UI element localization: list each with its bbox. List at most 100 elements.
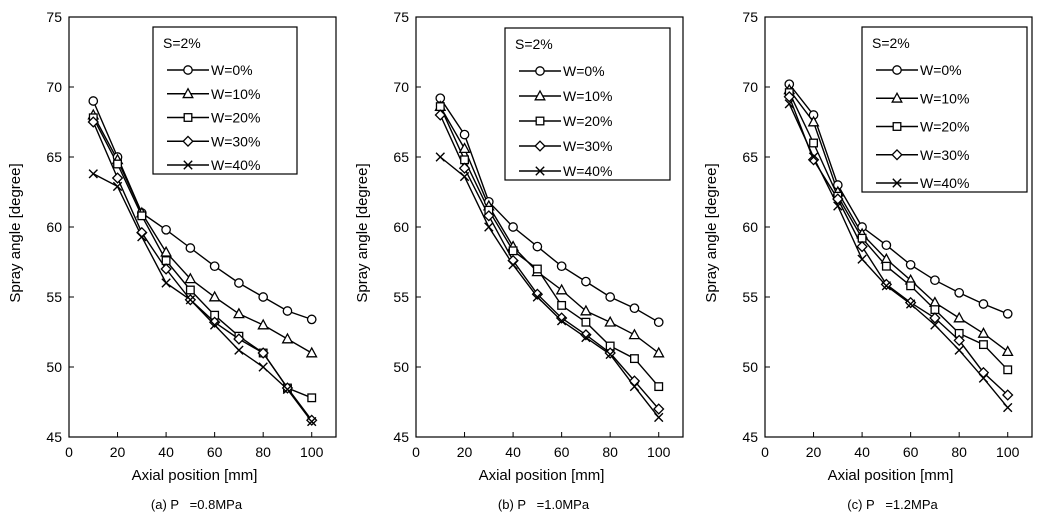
legend-label-b-w20: W=20% <box>563 113 612 129</box>
chart-panel-a: (a) P =0.8MPa Axial position [mm] Spray … <box>7 9 337 512</box>
y-tick-label-c-6: 75 <box>742 9 758 25</box>
x-tick-label-a-0: 0 <box>65 444 73 460</box>
legend-label-c-w10: W=10% <box>920 90 969 106</box>
data-point-a-w40-3 <box>161 278 171 288</box>
data-point-c-w40-1 <box>808 152 819 162</box>
data-point-c-w30-7 <box>953 334 965 347</box>
x-tick-label-b-3: 60 <box>554 444 570 460</box>
data-point-a-w0-4 <box>185 243 196 253</box>
data-point-a-w40-7 <box>258 362 268 372</box>
legend-label-a-w30: W=30% <box>211 133 260 149</box>
legend-marker-c-w20 <box>892 122 902 131</box>
data-point-b-w0-9 <box>653 317 664 328</box>
data-point-a-w20-1 <box>113 159 122 169</box>
data-point-c-w20-6 <box>930 305 940 315</box>
y-tick-label-a-0: 45 <box>46 429 62 445</box>
data-point-c-w20-5 <box>906 281 916 291</box>
data-point-c-w40-9 <box>1003 402 1013 413</box>
y-tick-label-c-5: 70 <box>742 79 758 95</box>
data-point-b-w0-4 <box>532 241 543 252</box>
data-point-a-w40-8 <box>282 384 293 395</box>
legend-marker-a-w0 <box>183 65 193 75</box>
x-tick-label-b-0: 0 <box>412 444 420 460</box>
data-point-b-w10-1 <box>458 142 471 154</box>
data-point-c-w40-6 <box>930 320 940 330</box>
y-tick-label-b-0: 45 <box>393 429 409 445</box>
x-tick-label-c-4: 80 <box>951 444 967 460</box>
data-point-c-w20-4 <box>881 261 891 271</box>
x-tick-label-a-5: 100 <box>300 444 324 460</box>
data-point-a-w30-7 <box>257 347 269 359</box>
data-point-b-w20-0 <box>435 102 445 112</box>
legend-label-b-w40: W=40% <box>563 163 612 179</box>
x-tick-label-c-5: 100 <box>996 444 1020 460</box>
data-point-c-w20-1 <box>809 138 818 148</box>
data-point-b-w10-7 <box>604 315 617 327</box>
chart-panel-b: (b) P =1.0MPa Axial position [mm] Spray … <box>354 9 684 512</box>
y-axis-label-c: Spray angle [degree] <box>703 163 720 302</box>
data-point-c-w40-8 <box>978 373 989 383</box>
legend-marker-a-w40 <box>183 160 193 170</box>
y-tick-label-c-2: 55 <box>742 289 758 305</box>
data-point-c-w10-7 <box>953 311 966 323</box>
data-point-b-w20-9 <box>654 382 664 392</box>
legend-label-a-w0: W=0% <box>211 62 253 78</box>
data-point-a-w20-2 <box>137 211 147 221</box>
data-point-a-w20-4 <box>185 285 195 295</box>
series-line-c-w20 <box>788 92 1009 371</box>
data-point-c-w0-5 <box>905 259 916 270</box>
data-point-b-w40-5 <box>556 316 567 326</box>
data-point-a-w10-6 <box>233 307 245 319</box>
data-point-b-w20-4 <box>532 264 542 274</box>
y-tick-label-c-0: 45 <box>742 429 758 445</box>
data-point-a-w40-6 <box>234 345 244 355</box>
data-point-b-w20-8 <box>630 354 639 364</box>
x-tick-label-a-2: 40 <box>158 444 174 460</box>
y-tick-label-b-1: 50 <box>393 359 409 375</box>
data-point-c-w40-4 <box>881 281 892 291</box>
data-point-b-w30-6 <box>580 329 592 341</box>
chart-panel-c: (c) P =1.2MPa Axial position [mm] Spray … <box>703 9 1033 512</box>
legend-title-a: S=2% <box>163 35 201 51</box>
data-point-c-w30-2 <box>832 193 844 205</box>
data-point-a-w30-3 <box>160 263 172 275</box>
data-point-a-w10-5 <box>208 290 221 302</box>
legend-marker-c-w40 <box>892 178 902 188</box>
data-point-b-w40-3 <box>508 260 518 270</box>
x-axis-label-a: Axial position [mm] <box>132 467 258 484</box>
x-tick-label-c-3: 60 <box>903 444 919 460</box>
data-point-a-w40-0 <box>88 169 98 179</box>
data-point-c-w0-6 <box>930 275 940 286</box>
data-point-b-w0-1 <box>459 129 470 140</box>
series-line-c-w0 <box>788 83 1008 315</box>
y-tick-label-a-6: 75 <box>46 9 62 25</box>
data-point-b-w30-4 <box>531 288 544 300</box>
data-point-c-w10-8 <box>977 327 990 338</box>
y-tick-label-a-5: 70 <box>46 79 62 95</box>
y-tick-label-b-3: 60 <box>393 219 409 235</box>
data-point-c-w10-1 <box>807 115 820 127</box>
data-point-c-w30-0 <box>783 91 795 103</box>
legend-title-b: S=2% <box>515 36 553 52</box>
data-point-b-w30-1 <box>458 162 471 174</box>
data-point-c-w40-2 <box>833 201 843 211</box>
data-point-c-w40-5 <box>905 299 916 309</box>
legend-marker-b-w10 <box>534 89 546 101</box>
x-tick-label-a-4: 80 <box>255 444 271 460</box>
data-point-b-w40-2 <box>484 222 494 232</box>
data-point-b-w0-3 <box>508 222 518 232</box>
data-point-a-w10-3 <box>160 245 172 257</box>
caption-b: (b) P =1.0MPa <box>498 497 590 512</box>
data-point-a-w0-3 <box>161 224 171 235</box>
y-tick-label-c-3: 60 <box>742 219 758 235</box>
data-point-a-w10-9 <box>305 346 318 358</box>
data-point-b-w30-5 <box>555 312 568 324</box>
data-point-b-w30-0 <box>434 109 446 121</box>
y-tick-label-b-4: 65 <box>393 149 409 165</box>
data-point-a-w40-9 <box>307 416 317 427</box>
data-point-a-w10-4 <box>184 272 197 284</box>
legend-label-a-w20: W=20% <box>211 110 260 126</box>
data-point-a-w30-6 <box>233 333 245 345</box>
legend-marker-a-w10 <box>182 87 194 99</box>
legend-label-b-w10: W=10% <box>563 88 612 104</box>
